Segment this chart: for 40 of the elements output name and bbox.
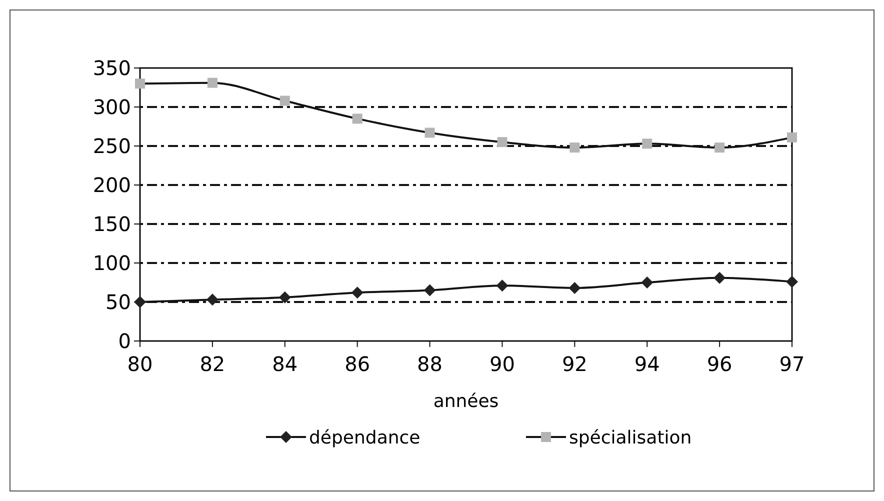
- point: [207, 78, 218, 88]
- point: [278, 291, 291, 304]
- point: [352, 114, 362, 124]
- point: [714, 272, 726, 284]
- y-tick-label: 100: [92, 251, 131, 275]
- y-tick-label: 250: [92, 134, 131, 158]
- x-tick-label: 86: [344, 352, 370, 376]
- y-tick-label: 150: [92, 212, 131, 236]
- x-tick-label: 90: [489, 352, 515, 376]
- x-tick-label: 80: [127, 352, 153, 376]
- y-tick-label: 0: [118, 329, 131, 353]
- y-tick-label: 350: [92, 56, 131, 80]
- point: [424, 284, 436, 296]
- x-tick-label: 94: [634, 352, 660, 376]
- point: [135, 78, 145, 89]
- legend-label: spécialisation: [569, 427, 692, 448]
- point: [787, 132, 797, 142]
- point: [496, 280, 508, 292]
- y-tick-label: 200: [92, 173, 131, 197]
- x-tick-label: 97: [779, 352, 805, 376]
- legend-label: dépendance: [309, 427, 420, 448]
- y-tick-label: 300: [92, 95, 131, 119]
- point: [786, 276, 798, 288]
- point: [568, 282, 581, 294]
- x-tick-label: 88: [417, 352, 443, 376]
- point: [206, 294, 218, 306]
- point: [351, 286, 364, 299]
- x-tick-label: 84: [272, 352, 298, 376]
- x-tick-label: 82: [200, 352, 226, 376]
- point: [641, 276, 654, 288]
- point: [714, 142, 725, 153]
- point: [642, 138, 652, 149]
- y-tick-label: 50: [106, 290, 131, 314]
- x-axis-title: années: [433, 391, 499, 412]
- point: [497, 137, 508, 148]
- x-tick-label: 92: [562, 352, 588, 376]
- point: [424, 128, 435, 138]
- point: [570, 142, 580, 153]
- point: [280, 96, 290, 106]
- x-tick-label: 96: [706, 352, 732, 376]
